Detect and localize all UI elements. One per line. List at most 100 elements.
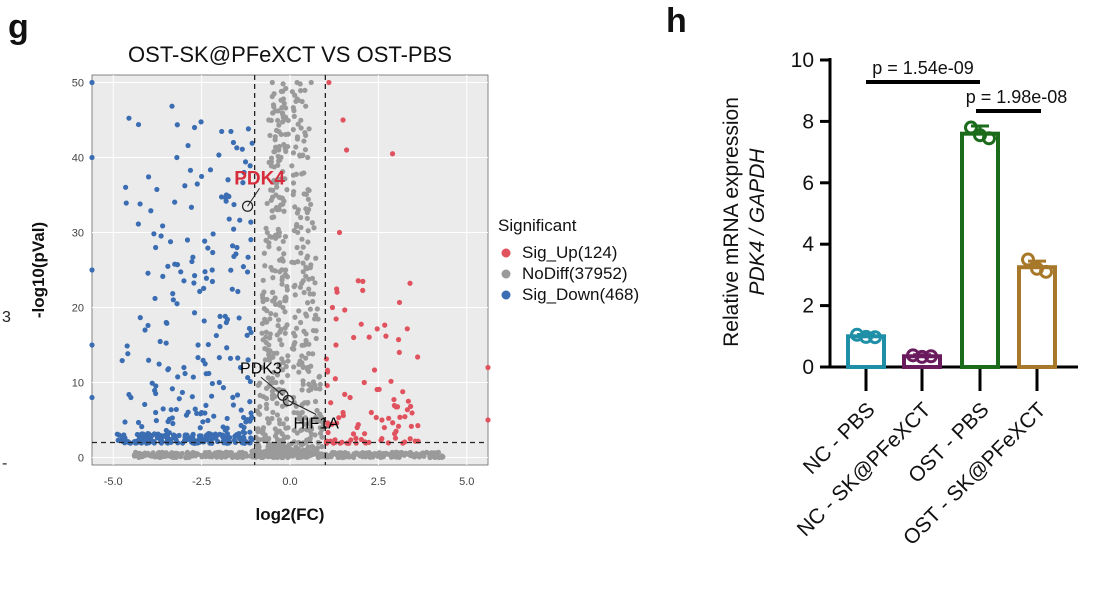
point-sig-up — [374, 386, 380, 393]
point-nodiff — [317, 425, 323, 431]
point-nodiff — [317, 386, 323, 392]
point-sig-up — [328, 400, 334, 406]
point-nodiff — [271, 369, 277, 375]
point-nodiff — [336, 450, 342, 456]
point-nodiff — [257, 449, 263, 455]
point-nodiff — [268, 187, 274, 193]
point-sig-down — [134, 431, 140, 438]
point-sig-up — [388, 378, 394, 384]
point-sig-up — [334, 289, 340, 295]
replicate-point — [1039, 264, 1053, 279]
bar — [960, 131, 1000, 369]
point-nodiff — [303, 264, 309, 270]
point-sig-down — [223, 192, 229, 198]
point-sig-down — [199, 409, 205, 416]
point-sig-down — [123, 184, 129, 190]
point-sig-down — [137, 315, 143, 321]
point-nodiff — [378, 454, 384, 460]
point-sig-up — [351, 334, 357, 341]
point-nodiff — [371, 451, 377, 457]
point-sig-up — [485, 417, 491, 423]
point-nodiff — [352, 451, 359, 457]
point-nodiff — [292, 314, 298, 320]
point-nodiff — [428, 450, 434, 456]
replicate-point — [859, 329, 873, 344]
point-sig-down — [209, 432, 215, 438]
point-nodiff — [311, 451, 317, 457]
y-tick-label: 10 — [72, 378, 84, 390]
point-sig-down — [174, 262, 181, 268]
point-nodiff — [275, 387, 281, 393]
point-nodiff — [270, 454, 277, 461]
point-sig-down — [205, 417, 211, 424]
point-sig-down — [210, 249, 216, 256]
gene-leader-line — [260, 376, 284, 396]
point-nodiff — [311, 225, 317, 231]
gene-marker-pdk4 — [241, 200, 254, 212]
point-nodiff — [310, 298, 316, 305]
point-sig-down — [190, 374, 196, 380]
point-sig-down — [154, 434, 160, 440]
point-nodiff — [175, 450, 181, 457]
point-sig-down — [137, 201, 143, 207]
point-nodiff — [299, 426, 305, 433]
point-nodiff — [304, 400, 311, 406]
point-nodiff — [291, 364, 297, 370]
point-nodiff — [294, 430, 300, 436]
point-sig-down — [205, 245, 211, 251]
point-nodiff — [283, 425, 289, 431]
point-sig-up — [395, 423, 402, 429]
point-nodiff — [318, 414, 324, 420]
point-nodiff — [310, 291, 317, 297]
point-nodiff — [283, 267, 289, 273]
point-sig-up — [415, 423, 421, 429]
point-sig-down — [157, 338, 163, 345]
point-nodiff — [282, 309, 288, 315]
point-sig-down — [248, 410, 254, 416]
point-nodiff — [305, 196, 311, 202]
point-nodiff — [290, 180, 297, 186]
point-nodiff — [290, 394, 297, 401]
point-nodiff — [295, 259, 301, 265]
point-sig-down — [145, 322, 151, 329]
point-sig-down — [135, 221, 141, 227]
x-tick-label: 2.5 — [371, 476, 386, 488]
point-sig-down — [123, 200, 129, 206]
point-nodiff — [272, 295, 278, 301]
point-nodiff — [266, 159, 272, 165]
point-sig-down — [217, 323, 223, 330]
bar-y-tick-label: 4 — [802, 233, 814, 256]
point-sig-down — [236, 431, 242, 437]
point-sig-down — [195, 354, 201, 361]
point-nodiff — [283, 363, 289, 370]
point-sig-down — [211, 413, 217, 419]
point-nodiff — [269, 79, 275, 86]
point-nodiff — [291, 108, 297, 114]
point-sig-down — [160, 223, 166, 229]
point-nodiff — [282, 330, 288, 336]
point-nodiff — [283, 85, 289, 92]
point-nodiff — [280, 367, 286, 373]
point-nodiff — [310, 351, 316, 357]
point-nodiff — [285, 117, 291, 124]
point-nodiff — [276, 158, 282, 164]
point-nodiff — [306, 368, 312, 375]
edge-fragment-digit: 3 — [2, 309, 11, 326]
point-nodiff — [299, 236, 305, 242]
point-nodiff — [315, 316, 321, 322]
bar-y-tick-label: 10 — [791, 49, 814, 72]
point-nodiff — [268, 377, 274, 383]
point-sig-down — [218, 194, 225, 200]
point-sig-down — [209, 440, 215, 446]
point-sig-down — [231, 201, 237, 208]
point-nodiff — [280, 81, 286, 87]
point-sig-down — [191, 124, 198, 131]
point-nodiff — [266, 342, 272, 348]
point-sig-down — [184, 436, 191, 443]
point-sig-down — [153, 383, 159, 389]
point-nodiff — [303, 311, 309, 317]
point-sig-up — [336, 229, 343, 236]
point-nodiff — [274, 207, 280, 213]
point-nodiff — [267, 316, 273, 322]
